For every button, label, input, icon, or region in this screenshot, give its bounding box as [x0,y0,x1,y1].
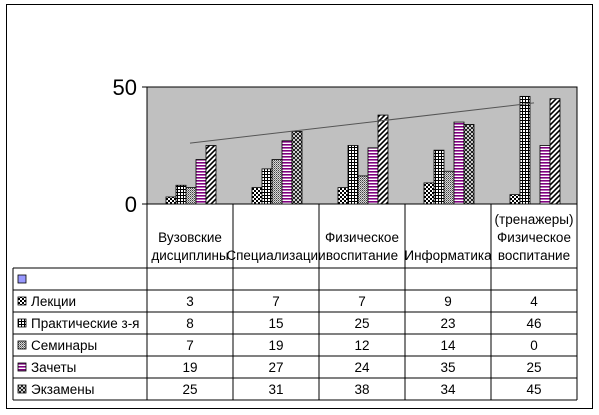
bar-Зачеты-0 [195,159,207,205]
bar-Практические з-я-2 [347,145,359,205]
legend-key-1 [17,296,27,306]
bar-Лекции-4 [509,194,521,205]
table-value: 25 [526,360,541,375]
legend-key-4 [17,362,27,372]
category-label: Физическое [325,230,399,245]
bar-Семинары-0 [185,187,197,205]
table-value: 0 [530,338,538,353]
bar-Зачеты-3 [453,121,465,205]
bar-Практические з-я-0 [175,184,187,205]
legend-key-0 [17,274,27,284]
category-label: Физическое [497,230,571,245]
bar-Зачеты-2 [367,147,379,205]
table-value: 38 [354,382,369,397]
series-name: Экзамены [31,382,94,397]
category-label: Вузовские [158,230,222,245]
table-value: 7 [358,294,366,309]
bar-Семинары-1 [271,159,283,205]
table-value: 25 [182,382,197,397]
table-value: 19 [268,338,283,353]
bar-Зачеты-1 [281,140,293,205]
bar-Семинары-3 [443,170,455,205]
legend-key-3 [17,340,27,350]
series-name: Зачеты [31,360,76,375]
table-value: 31 [268,382,283,397]
table-value: 7 [272,294,280,309]
bar-Лекции-2 [337,187,349,205]
y-tick-label: 50 [113,75,137,100]
table-value: 14 [440,338,456,353]
table-value: 9 [444,294,452,309]
table-value: 34 [440,382,456,397]
bar-Экзамены-4 [549,98,561,205]
table-value: 23 [440,316,455,331]
table-value: 46 [526,316,541,331]
table-value: 27 [268,360,283,375]
bar-Лекции-1 [251,187,263,205]
legend-key-5 [17,384,27,394]
bar-Лекции-3 [423,182,435,205]
series-name: Практические з-я [31,316,140,331]
table-value: 3 [186,294,194,309]
bar-Практические з-я-4 [519,95,531,205]
table-value: 7 [186,338,194,353]
table-value: 4 [530,294,538,309]
table-value: 8 [186,316,194,331]
series-name: Семинары [31,338,97,353]
bar-Экзамены-3 [463,124,475,205]
chart-frame [6,4,593,409]
bar-Экзамены-1 [291,131,303,205]
bar-Практические з-я-1 [261,168,273,205]
bar-Семинары-2 [357,175,369,205]
category-label: воспитание [498,248,570,263]
series-name: Лекции [31,294,76,309]
trend-line [189,102,535,144]
bar-Экзамены-0 [205,145,217,205]
legend-key-2 [17,318,27,328]
table-value: 19 [182,360,197,375]
bar-Практические з-я-3 [433,149,445,205]
bar-Зачеты-4 [539,145,551,205]
y-tick-label: 0 [125,192,137,217]
table-value: 35 [440,360,455,375]
category-label: воспитание [326,248,398,263]
category-label: (тренажеры) [495,212,574,227]
table-value: 45 [526,382,541,397]
table-value: 24 [354,360,370,375]
table-value: 25 [354,316,369,331]
category-label: Специализации [226,248,325,263]
table-value: 12 [354,338,369,353]
bar-Лекции-0 [165,196,177,205]
category-label: Информатика [404,248,492,263]
bar-Экзамены-2 [377,114,389,205]
table-value: 15 [268,316,283,331]
category-label: дисциплины [151,248,228,263]
